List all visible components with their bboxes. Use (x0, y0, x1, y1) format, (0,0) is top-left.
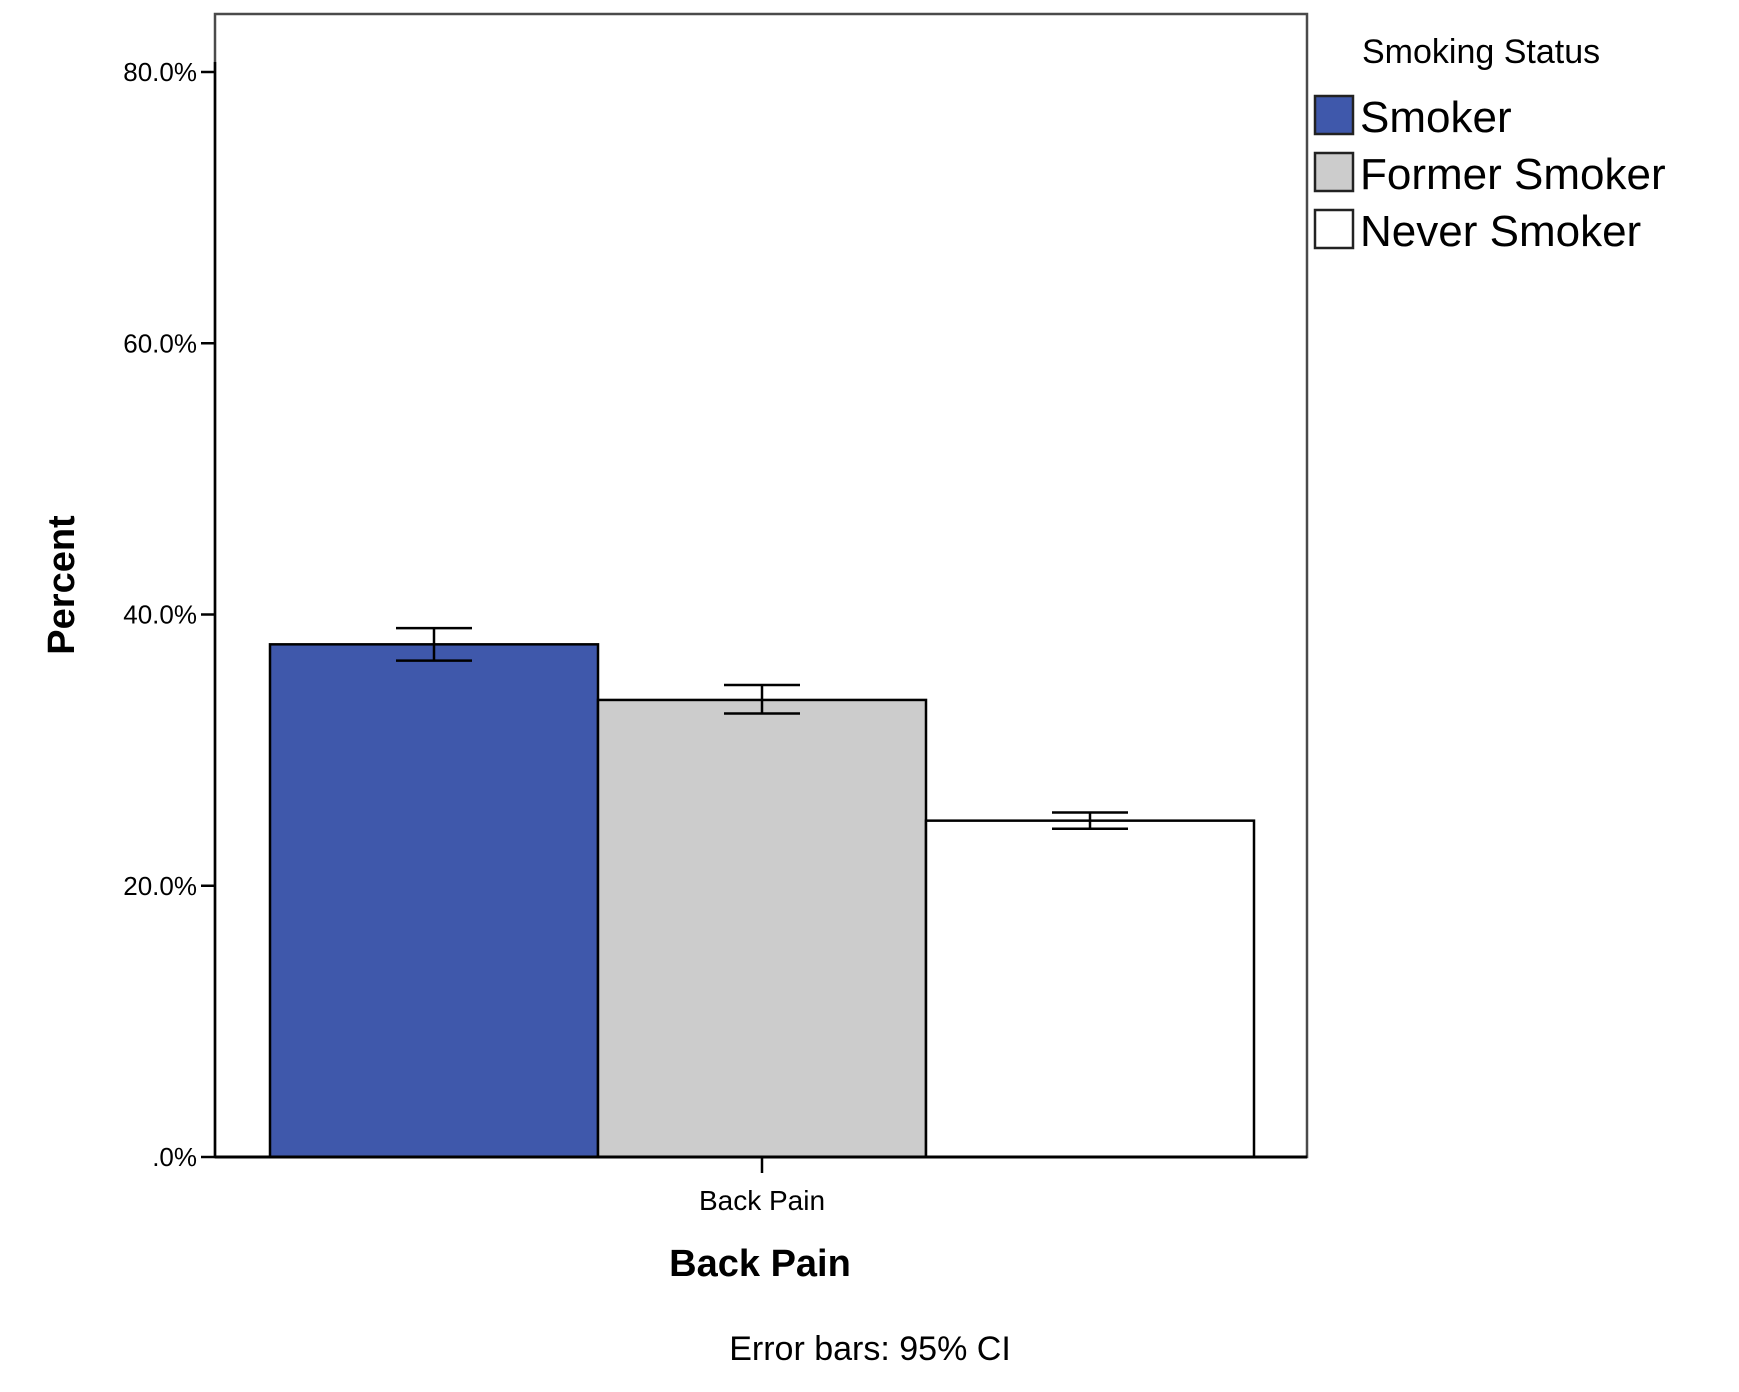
legend-label: Never Smoker (1360, 207, 1641, 256)
y-tick-label: 40.0% (123, 600, 197, 630)
legend-title: Smoking Status (1362, 33, 1600, 71)
legend-swatch (1313, 151, 1355, 193)
bar-never-smoker (924, 819, 1256, 1159)
y-tick-label: 80.0% (123, 57, 197, 87)
y-tick-label: 20.0% (123, 871, 197, 901)
footnote: Error bars: 95% CI (729, 1330, 1011, 1368)
bar-former-smoker (596, 698, 928, 1159)
x-axis: Back Pain (215, 1155, 1307, 1216)
x-tick-label: Back Pain (699, 1185, 825, 1216)
y-axis: .0% 20.0% 40.0% 60.0% 80.0% (123, 57, 217, 1172)
error-bars (396, 626, 1128, 831)
legend-swatch (1313, 94, 1355, 136)
y-tick-label: .0% (152, 1142, 197, 1172)
legend-swatch (1313, 208, 1355, 250)
bar-smoker (268, 643, 600, 1159)
x-axis-title: Back Pain (669, 1243, 851, 1285)
y-tick-label: 60.0% (123, 328, 197, 358)
legend: Smoking Status Smoker Former Smoker Never … (1313, 33, 1666, 256)
y-axis-title: Percent (41, 515, 83, 655)
bars (268, 643, 1256, 1159)
legend-label: Former Smoker (1360, 150, 1666, 199)
legend-label: Smoker (1360, 93, 1512, 142)
